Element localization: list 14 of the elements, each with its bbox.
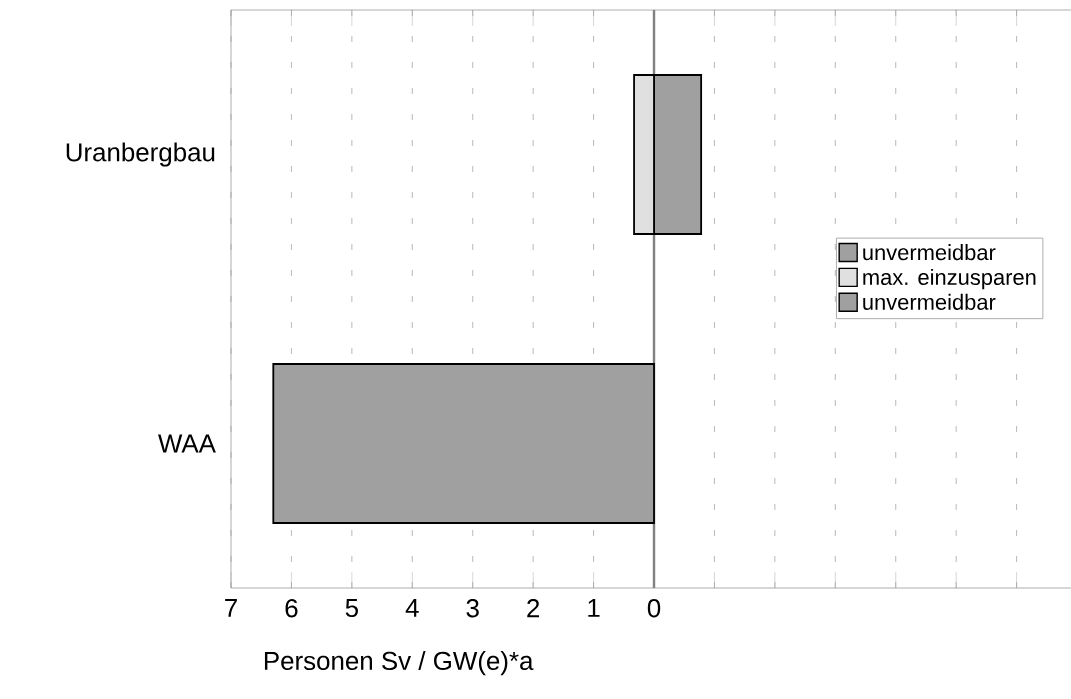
x-tick-label: 1 xyxy=(588,599,600,617)
x-tick-label: 4 xyxy=(405,599,419,617)
legend-label: unvermeidbar xyxy=(863,244,996,261)
x-tick-label: 0 xyxy=(647,599,661,618)
y-tick-label: Uranbergbau xyxy=(66,142,215,167)
legend-label: unvermeidbar xyxy=(863,293,996,310)
x-tick-label: 3 xyxy=(466,599,479,618)
legend-label: max. einzusparen xyxy=(863,268,1036,290)
x-tick-label: 5 xyxy=(345,599,358,618)
x-tick-label: 2 xyxy=(527,599,540,618)
x-axis-title: Personen Sv / GW(e)*a xyxy=(264,651,534,676)
y-tick-label: WAA xyxy=(158,434,216,453)
x-tick-label: 7 xyxy=(225,599,237,617)
x-tick-label: 6 xyxy=(285,599,298,618)
